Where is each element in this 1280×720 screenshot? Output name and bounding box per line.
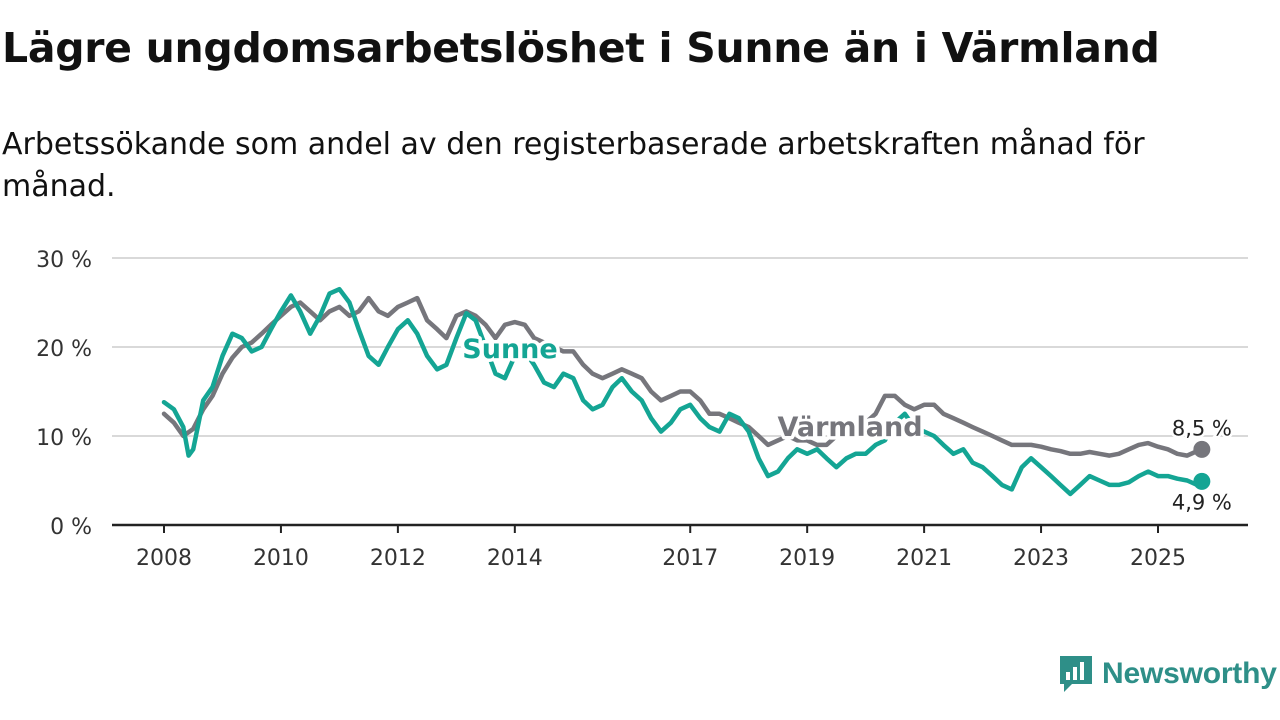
x-tick-label: 2017 bbox=[662, 546, 718, 571]
chart-subtitle: Arbetssökande som andel av den registerb… bbox=[2, 127, 1145, 204]
y-tick-label: 10 % bbox=[36, 426, 92, 451]
series-lines bbox=[161, 286, 1211, 497]
newsworthy-logo: Newsworthy bbox=[1058, 654, 1277, 694]
series-labels: 8,5 % 4,9 % Värmland Sunne bbox=[459, 331, 1235, 517]
y-tick-label: 20 % bbox=[36, 337, 92, 362]
newsworthy-logo-icon bbox=[1060, 656, 1092, 692]
x-tick-label: 2010 bbox=[253, 546, 309, 571]
x-tick-label: 2023 bbox=[1013, 546, 1069, 571]
grid-lines bbox=[112, 257, 1248, 437]
chart-title: Lägre ungdomsarbetslöshet i Sunne än i V… bbox=[2, 24, 1160, 72]
y-tick-label: 0 % bbox=[50, 515, 92, 540]
series-end-marker bbox=[1193, 440, 1211, 458]
line-chart: 0 % 10 % 20 % 30 % 2008 2010 2012 2014 2017 2019… bbox=[36, 248, 1248, 571]
series-end-label: 8,5 % bbox=[1172, 416, 1232, 440]
x-tick-label: 2019 bbox=[779, 546, 835, 571]
x-tick-label: 2012 bbox=[370, 546, 426, 571]
series-line-sunne bbox=[161, 286, 1205, 497]
x-tick-label: 2008 bbox=[136, 546, 192, 571]
series-label-sunne: Sunne bbox=[462, 334, 557, 365]
series-end-marker bbox=[1193, 472, 1211, 490]
x-tick-label: 2025 bbox=[1130, 546, 1186, 571]
brand-name: Newsworthy bbox=[1102, 657, 1277, 690]
y-tick-label: 30 % bbox=[36, 248, 92, 273]
x-tick-label: 2021 bbox=[896, 546, 952, 571]
series-line-vrmland bbox=[161, 295, 1205, 458]
y-axis-ticks: 0 % 10 % 20 % 30 % bbox=[36, 248, 92, 540]
x-tick-label: 2014 bbox=[487, 546, 543, 571]
series-label-vrmland: Värmland bbox=[777, 412, 922, 443]
series-end-label: 4,9 % bbox=[1172, 490, 1232, 514]
x-axis-ticks: 2008 2010 2012 2014 2017 2019 2021 2023 2025 bbox=[112, 523, 1248, 571]
